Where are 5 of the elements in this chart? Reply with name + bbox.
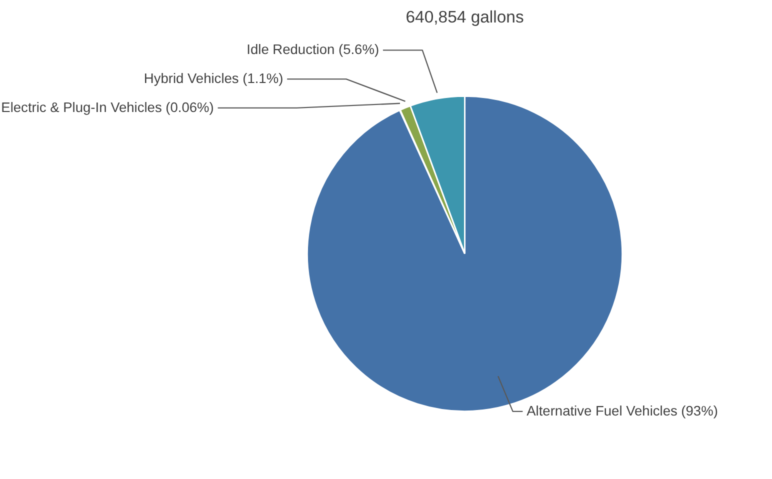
- chart-title: 640,854 gallons: [406, 7, 524, 26]
- slice-label: Hybrid Vehicles (1.1%): [144, 71, 284, 86]
- slice-label: Alternative Fuel Vehicles (93%): [526, 403, 718, 418]
- slice-label: Idle Reduction (5.6%): [246, 42, 380, 58]
- slice-label: Electric & Plug-In Vehicles (0.06%): [1, 100, 214, 115]
